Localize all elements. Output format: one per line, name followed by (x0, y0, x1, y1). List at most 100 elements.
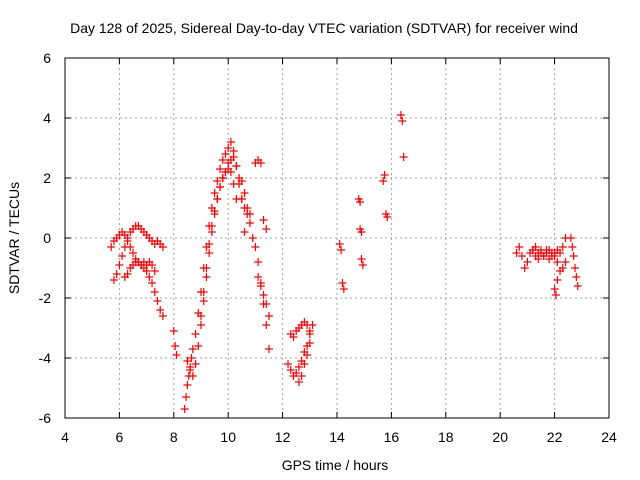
y-tick-label: 2 (43, 170, 51, 186)
data-point (180, 405, 189, 413)
series-sat_c (120, 258, 159, 281)
y-tick-label: -4 (39, 350, 52, 366)
data-point (237, 177, 246, 185)
x-tick-label: 14 (329, 429, 345, 445)
data-point (150, 267, 159, 275)
data-point (294, 378, 303, 386)
data-point (183, 381, 192, 389)
data-point (573, 282, 582, 290)
data-marks (107, 111, 582, 413)
data-point (213, 177, 222, 185)
data-point (262, 225, 271, 233)
data-point (286, 366, 295, 374)
series-sat_d (169, 327, 181, 359)
data-point (380, 171, 389, 179)
data-point (259, 291, 268, 299)
data-point (517, 252, 526, 260)
data-point (129, 249, 137, 257)
data-point (186, 366, 195, 374)
x-tick-label: 22 (547, 429, 563, 445)
data-point (523, 258, 532, 266)
data-point (120, 243, 129, 251)
data-point (338, 279, 347, 287)
series-sat_g (197, 153, 249, 320)
data-point (187, 354, 196, 362)
data-point (303, 351, 312, 359)
series-sat_p (356, 225, 366, 236)
data-point (199, 297, 208, 305)
data-point (284, 360, 293, 368)
data-point (553, 276, 562, 284)
data-point (158, 312, 167, 320)
data-point (221, 168, 230, 176)
data-point (248, 234, 257, 242)
data-point (245, 219, 254, 227)
data-point (191, 330, 200, 338)
data-point (383, 213, 392, 221)
plot-frame (64, 57, 610, 419)
data-point (218, 156, 227, 164)
data-point (123, 234, 132, 242)
x-tick-label: 8 (170, 429, 178, 445)
series-sat_b (109, 222, 167, 284)
data-point (202, 264, 211, 272)
data-point (512, 249, 521, 257)
data-point (112, 270, 121, 278)
data-point (150, 288, 159, 296)
series-sat_o (354, 195, 367, 269)
data-point (243, 204, 252, 212)
data-point (224, 144, 233, 152)
data-point (262, 321, 271, 329)
data-point (572, 273, 581, 281)
series-sat_r (396, 111, 408, 161)
data-point (292, 369, 301, 377)
data-point (356, 198, 365, 206)
data-point (337, 246, 346, 254)
series-sat_f (183, 165, 241, 380)
data-point (172, 351, 181, 359)
data-point (229, 153, 238, 161)
data-point (558, 243, 567, 251)
data-point (123, 270, 132, 278)
data-point (358, 261, 367, 269)
y-tick-label: 4 (43, 110, 51, 126)
series-sat_u (550, 258, 570, 299)
data-point (553, 258, 562, 266)
x-tick-label: 20 (492, 429, 508, 445)
data-point (254, 273, 263, 281)
data-point (289, 333, 298, 341)
data-point (210, 189, 219, 197)
data-point (262, 300, 271, 308)
x-tick-label: 18 (438, 429, 454, 445)
data-point (259, 216, 268, 224)
x-tick-label: 24 (601, 429, 617, 445)
data-point (145, 273, 154, 281)
data-point (335, 240, 344, 248)
data-point (197, 321, 205, 329)
data-point (109, 276, 118, 284)
series-sat_h (237, 177, 273, 353)
data-point (199, 288, 208, 296)
x-tick-label: 16 (384, 429, 400, 445)
data-point (221, 150, 230, 158)
data-point (183, 357, 192, 365)
data-point (202, 273, 211, 281)
data-point (339, 285, 348, 293)
data-point (265, 312, 273, 320)
data-point (240, 189, 249, 197)
grid-layer (65, 58, 609, 418)
data-point (245, 210, 254, 218)
data-point (550, 285, 559, 293)
y-axis-label: SDTVAR / TECUs (6, 182, 22, 294)
series-sat_k (284, 321, 317, 380)
data-point (229, 180, 238, 188)
data-point (205, 240, 214, 248)
data-point (216, 183, 225, 191)
y-tick-label: 0 (43, 230, 51, 246)
data-point (305, 339, 314, 347)
x-tick-label: 10 (220, 429, 236, 445)
data-point (379, 177, 388, 185)
data-point (226, 138, 235, 146)
